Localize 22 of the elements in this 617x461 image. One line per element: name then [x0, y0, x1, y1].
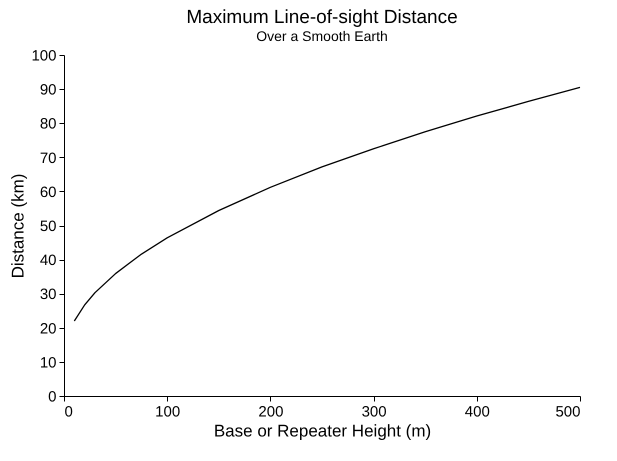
x-tick-label: 0: [64, 404, 73, 420]
y-tick-label: 60: [40, 184, 56, 201]
y-axis-title: Distance (km): [8, 174, 28, 278]
x-tick-label: 100: [155, 404, 180, 420]
y-tick-label: 10: [40, 354, 56, 372]
x-tick-label: 300: [362, 404, 387, 420]
y-tick-label: 30: [40, 286, 56, 304]
x-axis-title: Base or Repeater Height (m): [214, 422, 432, 440]
x-tick-label: 200: [258, 404, 284, 420]
y-tick-label: 40: [40, 252, 56, 270]
x-tick-label: 400: [464, 404, 490, 420]
chart-title: Maximum Line-of-sight Distance: [186, 7, 458, 28]
line-series: [74, 86, 581, 322]
y-tick-label: 0: [48, 388, 56, 406]
chart-subtitle: Over a Smooth Earth: [256, 28, 388, 44]
y-tick-label: 80: [40, 116, 56, 133]
y-tick-label: 70: [40, 150, 56, 167]
y-tick-label: 50: [40, 218, 56, 235]
x-tick-label: 500: [555, 404, 580, 420]
y-tick-label: 90: [40, 82, 56, 99]
y-tick-label: 100: [31, 48, 56, 64]
y-tick-label: 20: [40, 320, 56, 338]
